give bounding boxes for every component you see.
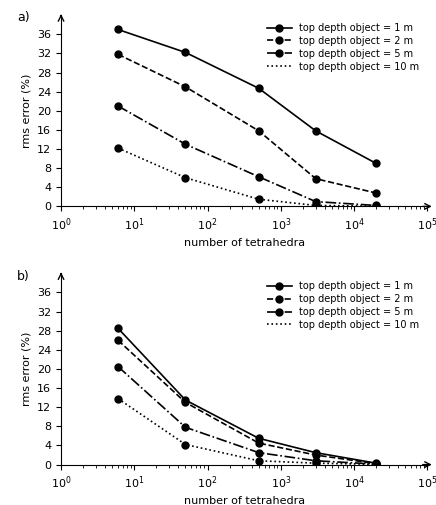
- top depth object = 5 m: [256, 174, 261, 180]
- top depth object = 10 m: [116, 395, 121, 401]
- top depth object = 2 m: [183, 399, 188, 406]
- top depth object = 2 m: [313, 176, 318, 182]
- top depth object = 1 m: [116, 325, 121, 331]
- X-axis label: number of tetrahedra: number of tetrahedra: [184, 496, 305, 505]
- top depth object = 10 m: [313, 460, 318, 466]
- top depth object = 1 m: [374, 460, 379, 466]
- top depth object = 2 m: [374, 190, 379, 196]
- top depth object = 5 m: [374, 461, 379, 467]
- Legend: top depth object = 1 m, top depth object = 2 m, top depth object = 5 m, top dept: top depth object = 1 m, top depth object…: [264, 278, 422, 333]
- Line: top depth object = 1 m: top depth object = 1 m: [115, 325, 380, 467]
- top depth object = 5 m: [374, 203, 379, 209]
- top depth object = 10 m: [256, 196, 261, 203]
- Legend: top depth object = 1 m, top depth object = 2 m, top depth object = 5 m, top dept: top depth object = 1 m, top depth object…: [264, 20, 422, 75]
- Line: top depth object = 2 m: top depth object = 2 m: [115, 337, 380, 467]
- Line: top depth object = 10 m: top depth object = 10 m: [118, 148, 376, 206]
- top depth object = 2 m: [116, 337, 121, 343]
- top depth object = 10 m: [313, 203, 318, 209]
- Line: top depth object = 2 m: top depth object = 2 m: [115, 51, 380, 196]
- top depth object = 2 m: [116, 52, 121, 58]
- Text: a): a): [17, 11, 30, 24]
- top depth object = 1 m: [374, 161, 379, 167]
- top depth object = 2 m: [256, 440, 261, 446]
- top depth object = 10 m: [183, 441, 188, 447]
- top depth object = 2 m: [256, 128, 261, 134]
- top depth object = 1 m: [116, 26, 121, 32]
- top depth object = 5 m: [183, 424, 188, 430]
- Line: top depth object = 5 m: top depth object = 5 m: [115, 103, 380, 209]
- Line: top depth object = 5 m: top depth object = 5 m: [115, 363, 380, 468]
- top depth object = 1 m: [313, 449, 318, 456]
- X-axis label: number of tetrahedra: number of tetrahedra: [184, 238, 305, 248]
- top depth object = 5 m: [116, 364, 121, 370]
- top depth object = 10 m: [116, 145, 121, 151]
- Line: top depth object = 1 m: top depth object = 1 m: [115, 26, 380, 167]
- top depth object = 1 m: [183, 49, 188, 56]
- Y-axis label: rms error (%): rms error (%): [21, 332, 31, 406]
- top depth object = 1 m: [183, 397, 188, 403]
- top depth object = 10 m: [183, 175, 188, 181]
- top depth object = 1 m: [313, 128, 318, 134]
- Line: top depth object = 10 m: top depth object = 10 m: [118, 398, 376, 465]
- top depth object = 10 m: [256, 458, 261, 464]
- top depth object = 5 m: [116, 103, 121, 109]
- top depth object = 5 m: [183, 141, 188, 147]
- top depth object = 10 m: [374, 203, 379, 209]
- top depth object = 2 m: [374, 461, 379, 467]
- top depth object = 5 m: [313, 458, 318, 464]
- Y-axis label: rms error (%): rms error (%): [21, 74, 31, 148]
- top depth object = 2 m: [183, 84, 188, 90]
- top depth object = 2 m: [313, 452, 318, 458]
- top depth object = 1 m: [256, 85, 261, 91]
- top depth object = 5 m: [313, 198, 318, 205]
- top depth object = 5 m: [256, 449, 261, 456]
- Text: b): b): [17, 270, 30, 282]
- top depth object = 1 m: [256, 435, 261, 441]
- top depth object = 10 m: [374, 462, 379, 468]
